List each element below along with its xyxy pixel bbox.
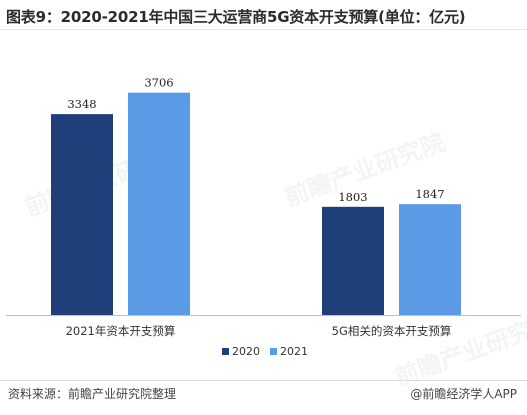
legend-swatch-2021 [270, 348, 277, 355]
data-label-2021-1: 1847 [415, 187, 444, 201]
legend-label-2020: 2020 [232, 345, 260, 358]
source-note: 资料来源：前瞻产业研究院整理 [8, 387, 177, 401]
legend-swatch-2020 [222, 348, 229, 355]
brand-credit: @前瞻经济学人APP [410, 387, 517, 401]
data-label-2020-1: 1803 [338, 190, 367, 204]
data-label-2021-0: 3706 [144, 76, 173, 90]
data-label-2020-0: 3348 [67, 97, 96, 111]
category-label-0: 2021年资本开支预算 [66, 324, 176, 338]
bar-2021-0 [128, 92, 190, 315]
legend-label-2021: 2021 [280, 345, 308, 358]
chart-title: 图表9：2020-2021年中国三大运营商5G资本开支预算(单位：亿元) [6, 8, 466, 26]
title-divider [0, 29, 527, 30]
bar-2020-0 [51, 114, 113, 316]
category-label-1: 5G相关的资本开支预算 [332, 324, 452, 338]
bar-chart: 3348 3706 2021年资本开支预算 1803 1847 5G相关的资本开支预算 20… [6, 76, 521, 358]
bar-2021-1 [399, 204, 461, 315]
footer-divider [0, 380, 527, 381]
bar-2020-1 [322, 206, 384, 315]
